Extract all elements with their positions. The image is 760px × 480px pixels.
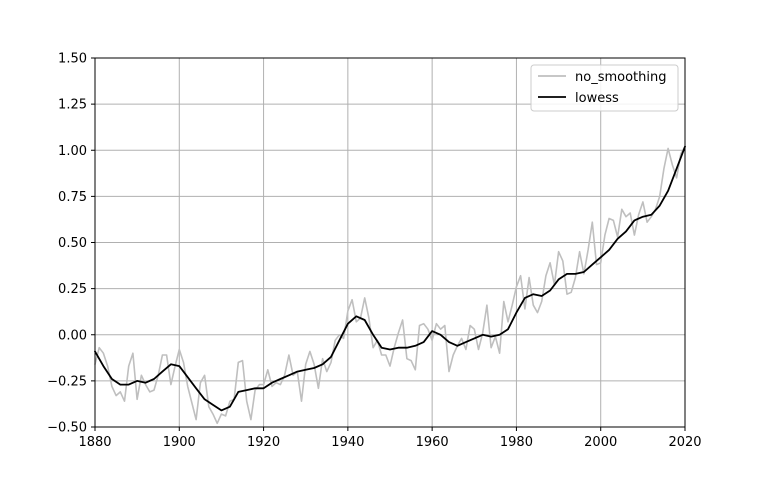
- legend-label-lowess: lowess: [575, 91, 619, 106]
- x-tick-label: 1900: [163, 435, 196, 450]
- y-tick-label: 0.50: [58, 236, 87, 251]
- axis-ticks: 1880 1900 1920 1940 1960 1980 2000 2020 −0.50 −0.…: [47, 52, 701, 451]
- legend: no_smoothing lowess: [530, 64, 679, 112]
- y-tick-label: −0.25: [47, 374, 87, 389]
- y-tick-label: 0.00: [58, 328, 87, 343]
- x-tick-label: 1880: [78, 435, 111, 450]
- legend-box: [530, 64, 679, 112]
- y-tick-label: 0.25: [58, 282, 87, 297]
- series-layer: [94, 145, 686, 425]
- y-tick-label: 1.25: [58, 98, 87, 113]
- y-tick-label: 1.50: [58, 52, 87, 67]
- x-tick-label: 2020: [668, 435, 701, 450]
- y-tick-label: −0.50: [47, 421, 87, 436]
- x-tick-label: 1960: [416, 435, 449, 450]
- y-tick-label: 1.00: [58, 144, 87, 159]
- series-line-no-smoothing: [94, 145, 686, 425]
- series-line-lowess: [94, 145, 686, 412]
- legend-label-no-smoothing: no_smoothing: [575, 70, 666, 85]
- y-tick-label: 0.75: [58, 190, 87, 205]
- x-tick-label: 1940: [331, 435, 364, 450]
- x-tick-label: 1920: [247, 435, 280, 450]
- x-tick-label: 1980: [500, 435, 533, 450]
- x-tick-label: 2000: [584, 435, 617, 450]
